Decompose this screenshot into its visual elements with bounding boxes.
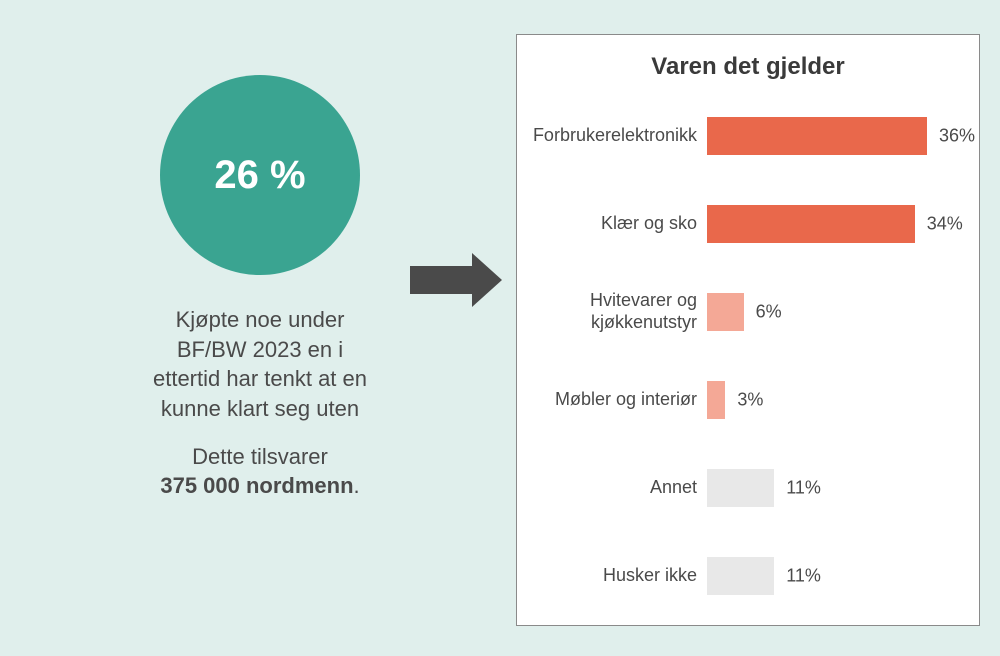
bar-fill: [707, 293, 744, 331]
bar-track: 11%: [707, 469, 979, 507]
bar-value: 11%: [786, 566, 821, 587]
desc-line-2: BF/BW 2023 en i: [110, 335, 410, 365]
bar-label: Forbrukerelektronikk: [517, 125, 707, 147]
desc-spacer: [110, 424, 410, 442]
bar-label: Husker ikke: [517, 565, 707, 587]
chart-title: Varen det gjelder: [517, 35, 979, 87]
desc-line-4: kunne klart seg uten: [110, 394, 410, 424]
stat-circle-value: 26 %: [214, 153, 305, 198]
bar-label: Annet: [517, 477, 707, 499]
bar-fill: [707, 557, 774, 595]
bar-track: 11%: [707, 557, 979, 595]
bar-fill: [707, 381, 725, 419]
arrow-shaft: [410, 266, 472, 294]
bar-value: 11%: [786, 478, 821, 499]
stat-circle: 26 %: [160, 75, 360, 275]
bar-track: 34%: [707, 205, 979, 243]
stat-description: Kjøpte noe under BF/BW 2023 en i etterti…: [110, 305, 410, 501]
bar-value: 34%: [927, 214, 963, 235]
arrow-head: [472, 253, 502, 307]
arrow-icon: [410, 253, 502, 307]
bar-label: Hvitevarer ogkjøkkenutstyr: [517, 290, 707, 333]
desc-suffix: .: [354, 473, 360, 498]
desc-line-3: ettertid har tenkt at en: [110, 364, 410, 394]
bar-track: 6%: [707, 293, 979, 331]
bar-fill: [707, 117, 927, 155]
bar-fill: [707, 469, 774, 507]
bar-row: Møbler og interiør 3%: [517, 381, 979, 419]
bar-label: Møbler og interiør: [517, 389, 707, 411]
bar-track: 3%: [707, 381, 979, 419]
desc-line-6: 375 000 nordmenn.: [110, 471, 410, 501]
chart-box: Varen det gjelder Forbrukerelektronikk 36…: [516, 34, 980, 626]
desc-line-5: Dette tilsvarer: [110, 442, 410, 472]
bar-track: 36%: [707, 117, 979, 155]
bar-row: Hvitevarer ogkjøkkenutstyr 6%: [517, 293, 979, 331]
bar-row: Forbrukerelektronikk 36%: [517, 117, 979, 155]
desc-bold: 375 000 nordmenn: [160, 473, 353, 498]
bar-value: 36%: [939, 126, 975, 147]
bar-label: Klær og sko: [517, 213, 707, 235]
bar-row: Husker ikke 11%: [517, 557, 979, 595]
bar-row: Klær og sko 34%: [517, 205, 979, 243]
bar-fill: [707, 205, 915, 243]
bar-value: 6%: [756, 302, 782, 323]
desc-line-1: Kjøpte noe under: [110, 305, 410, 335]
infographic-canvas: 26 % Kjøpte noe under BF/BW 2023 en i et…: [0, 0, 1000, 656]
bar-row: Annet 11%: [517, 469, 979, 507]
bar-value: 3%: [737, 390, 763, 411]
